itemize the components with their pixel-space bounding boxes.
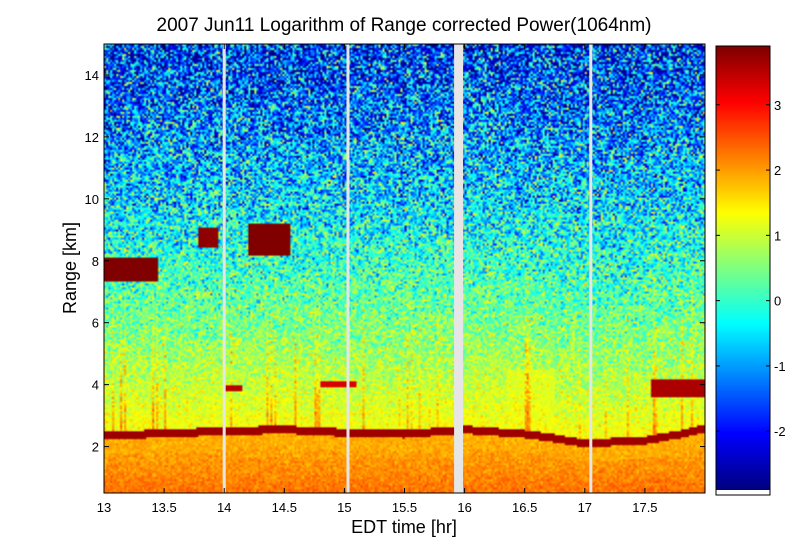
x-tick-label: 16 [457, 500, 471, 515]
x-tick-label: 17 [578, 500, 592, 515]
y-axis-label: Range [km] [60, 222, 80, 314]
x-tick-label: 14.5 [272, 500, 297, 515]
colorbar-tick-label: -2 [774, 424, 786, 439]
heatmap-image [104, 44, 705, 493]
x-axis-label: EDT time [hr] [351, 517, 457, 537]
y-tick-label: 10 [85, 192, 99, 207]
x-tick-label: 13.5 [151, 500, 176, 515]
data-gap [222, 44, 226, 493]
y-tick-label: 4 [92, 378, 99, 393]
colorbar-tick-label: -1 [774, 359, 786, 374]
y-axis-ticks: 2 4 6 8 10 12 14 [85, 68, 705, 455]
chart-title: 2007 Jun11 Logarithm of Range corrected … [157, 15, 652, 36]
colorbar-tick-label: 2 [774, 163, 781, 178]
data-gap [454, 44, 464, 493]
x-tick-label: 13 [97, 500, 111, 515]
x-tick-label: 17.5 [632, 500, 657, 515]
x-tick-label: 15 [337, 500, 351, 515]
x-tick-label: 14 [217, 500, 231, 515]
x-axis-ticks: 13 13.5 14 14.5 15 15.5 16 16.5 17 17.5 [97, 44, 658, 515]
colorbar-tick-label: 0 [774, 294, 781, 309]
y-tick-label: 2 [92, 440, 99, 455]
plot-area: 13 13.5 14 14.5 15 15.5 16 16.5 17 17.5 246810121… [85, 43, 706, 515]
y-tick-label: 12 [85, 130, 99, 145]
x-tick-label: 16.5 [512, 500, 537, 515]
y-tick-label: 14 [85, 68, 99, 83]
data-gap [589, 44, 593, 493]
y-tick-label: 6 [92, 316, 99, 331]
colorbar-tick-label: 3 [774, 98, 781, 113]
data-gap-layer [222, 44, 593, 493]
y-tick-label: 8 [92, 254, 99, 269]
colorbar: -2 -1 0 1 2 3 [715, 45, 786, 496]
colorbar-tick-label: 1 [774, 228, 781, 243]
colorbar-ticks: -2 -1 0 1 2 3 [716, 98, 786, 439]
colorbar-frame [715, 45, 771, 496]
x-tick-label: 15.5 [392, 500, 417, 515]
data-gap [346, 44, 350, 493]
colorbar-gradient [716, 46, 770, 490]
